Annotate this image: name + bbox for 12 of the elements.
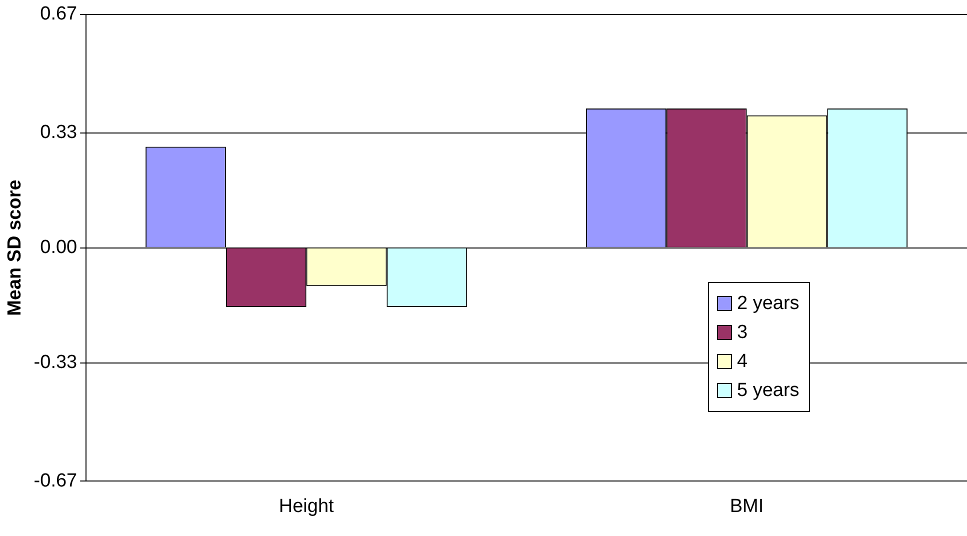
y-tick-label: -0.67	[34, 470, 78, 492]
legend-label: 3	[737, 322, 748, 344]
y-tick-label: 0.00	[40, 237, 78, 258]
legend-label: 4	[737, 350, 748, 372]
x-tick-label: BMI	[730, 496, 764, 517]
y-tick-label: 0.67	[40, 4, 78, 25]
legend-label: 5 years	[737, 380, 800, 402]
y-tick-label: 0.33	[40, 122, 78, 144]
y-tick-label: -0.33	[34, 352, 78, 373]
y-axis-title: Mean SD score	[4, 180, 26, 316]
x-tick-label: Height	[278, 496, 335, 517]
legend-label: 2 years	[737, 292, 800, 314]
